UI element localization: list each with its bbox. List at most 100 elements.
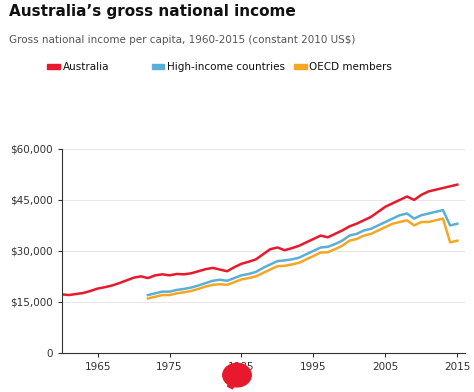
High-income countries bbox=[267, 262, 273, 267]
High-income countries bbox=[145, 293, 151, 298]
OECD members bbox=[325, 250, 331, 254]
High-income countries bbox=[447, 223, 453, 228]
High-income countries bbox=[346, 233, 352, 238]
OECD members bbox=[426, 220, 431, 224]
High-income countries bbox=[231, 276, 237, 280]
OECD members bbox=[152, 294, 158, 299]
High-income countries bbox=[282, 258, 288, 263]
OECD members bbox=[411, 223, 417, 228]
OECD members bbox=[274, 264, 280, 269]
OECD members bbox=[289, 262, 295, 267]
High-income countries bbox=[253, 270, 259, 274]
OECD members bbox=[318, 250, 323, 255]
High-income countries bbox=[455, 221, 460, 226]
High-income countries bbox=[354, 232, 359, 236]
OECD members bbox=[404, 218, 410, 223]
Text: Australia: Australia bbox=[63, 62, 109, 72]
High-income countries bbox=[404, 211, 410, 216]
OECD members bbox=[267, 267, 273, 272]
Australia bbox=[59, 292, 64, 297]
High-income countries bbox=[325, 245, 331, 249]
OECD members bbox=[375, 228, 381, 233]
Line: High-income countries: High-income countries bbox=[148, 210, 457, 295]
Australia bbox=[368, 214, 374, 219]
Australia bbox=[73, 292, 79, 296]
OECD members bbox=[303, 257, 309, 262]
Australia bbox=[310, 237, 316, 241]
Line: Australia: Australia bbox=[62, 185, 457, 295]
High-income countries bbox=[310, 249, 316, 253]
OECD members bbox=[260, 270, 266, 275]
High-income countries bbox=[440, 208, 446, 212]
Text: Australia’s gross national income: Australia’s gross national income bbox=[9, 4, 296, 19]
OECD members bbox=[339, 243, 345, 248]
High-income countries bbox=[260, 265, 266, 270]
High-income countries bbox=[318, 245, 323, 250]
OECD members bbox=[455, 238, 460, 243]
OECD members bbox=[253, 274, 259, 279]
OECD members bbox=[167, 293, 173, 298]
High-income countries bbox=[426, 211, 431, 216]
High-income countries bbox=[181, 287, 187, 291]
High-income countries bbox=[296, 255, 302, 260]
OECD members bbox=[181, 290, 187, 295]
High-income countries bbox=[224, 278, 230, 283]
OECD members bbox=[354, 237, 359, 241]
High-income countries bbox=[238, 273, 244, 278]
OECD members bbox=[217, 282, 223, 287]
High-income countries bbox=[390, 216, 395, 221]
OECD members bbox=[246, 276, 252, 280]
High-income countries bbox=[274, 259, 280, 263]
High-income countries bbox=[246, 272, 252, 276]
High-income countries bbox=[433, 209, 438, 214]
OECD members bbox=[210, 283, 216, 287]
OECD members bbox=[231, 280, 237, 285]
OECD members bbox=[159, 293, 165, 298]
High-income countries bbox=[383, 220, 388, 224]
High-income countries bbox=[361, 228, 366, 233]
OECD members bbox=[296, 260, 302, 265]
High-income countries bbox=[419, 213, 424, 218]
Australia bbox=[66, 293, 72, 298]
OECD members bbox=[238, 277, 244, 282]
OECD members bbox=[447, 240, 453, 245]
OECD members bbox=[397, 220, 402, 224]
OECD members bbox=[361, 233, 366, 238]
Text: High-income countries: High-income countries bbox=[167, 62, 285, 72]
OECD members bbox=[282, 263, 288, 268]
OECD members bbox=[440, 216, 446, 221]
High-income countries bbox=[332, 242, 338, 247]
OECD members bbox=[332, 247, 338, 252]
High-income countries bbox=[303, 252, 309, 257]
OECD members bbox=[195, 287, 201, 291]
High-income countries bbox=[210, 278, 216, 283]
High-income countries bbox=[375, 223, 381, 228]
High-income countries bbox=[195, 283, 201, 288]
Australia bbox=[325, 235, 331, 240]
Text: OECD members: OECD members bbox=[309, 62, 392, 72]
OECD members bbox=[145, 296, 151, 301]
High-income countries bbox=[188, 285, 194, 290]
OECD members bbox=[390, 221, 395, 226]
High-income countries bbox=[339, 238, 345, 243]
OECD members bbox=[174, 291, 180, 296]
Australia bbox=[289, 246, 295, 250]
High-income countries bbox=[368, 227, 374, 231]
High-income countries bbox=[152, 291, 158, 296]
High-income countries bbox=[159, 289, 165, 294]
Line: OECD members: OECD members bbox=[148, 219, 457, 298]
High-income countries bbox=[167, 289, 173, 294]
High-income countries bbox=[174, 288, 180, 292]
OECD members bbox=[346, 238, 352, 243]
OECD members bbox=[383, 225, 388, 229]
High-income countries bbox=[289, 257, 295, 262]
Australia bbox=[455, 182, 460, 187]
OECD members bbox=[224, 283, 230, 287]
Text: Gross national income per capita, 1960-2015 (constant 2010 US$): Gross national income per capita, 1960-2… bbox=[9, 35, 356, 45]
OECD members bbox=[433, 218, 438, 223]
Australia bbox=[210, 265, 216, 270]
OECD members bbox=[203, 284, 209, 289]
High-income countries bbox=[397, 213, 402, 218]
OECD members bbox=[188, 289, 194, 293]
OECD members bbox=[310, 254, 316, 258]
